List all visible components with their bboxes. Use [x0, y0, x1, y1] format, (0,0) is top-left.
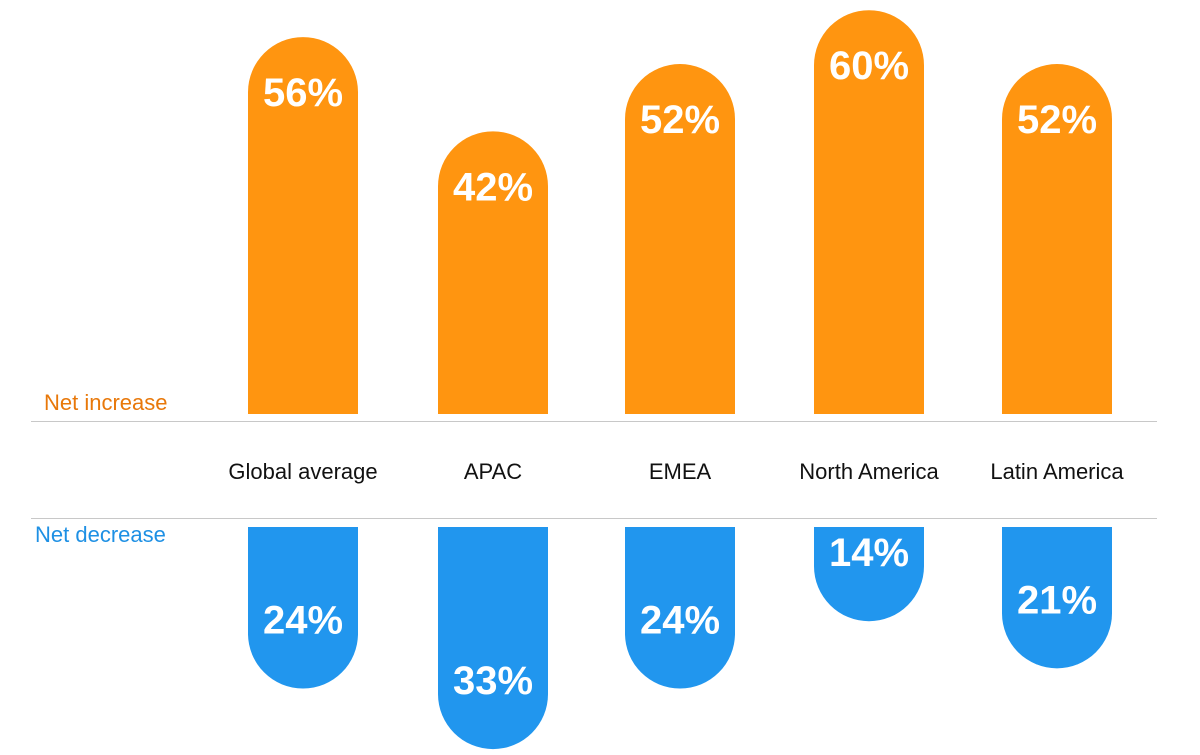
divider-top — [31, 421, 1157, 422]
category-label-3: North America — [799, 459, 939, 484]
bar-net-increase-3 — [814, 10, 924, 414]
bar-net-decrease-2 — [625, 527, 735, 689]
bar-net-increase-2 — [625, 64, 735, 414]
bar-net-increase-4 — [1002, 64, 1112, 414]
data-label-net-increase-0: 56% — [263, 71, 343, 115]
data-label-net-decrease-4: 21% — [1017, 578, 1097, 622]
data-label-net-increase-1: 42% — [453, 165, 533, 209]
category-label-4: Latin America — [990, 459, 1124, 484]
series-label-net-increase: Net increase — [44, 390, 168, 415]
divider-bottom — [31, 518, 1157, 519]
data-label-net-increase-2: 52% — [640, 98, 720, 142]
bar-net-decrease-4 — [1002, 527, 1112, 669]
category-label-1: APAC — [464, 459, 522, 484]
bar-net-decrease-3 — [814, 527, 924, 622]
data-label-net-decrease-0: 24% — [263, 599, 343, 643]
data-label-net-decrease-2: 24% — [640, 599, 720, 643]
bar-net-increase-1 — [438, 131, 548, 415]
data-label-net-increase-3: 60% — [829, 44, 909, 88]
bar-net-decrease-0 — [248, 527, 358, 689]
category-label-2: EMEA — [649, 459, 712, 484]
bar-net-increase-0 — [248, 37, 358, 415]
category-label-0: Global average — [228, 459, 377, 484]
data-label-net-decrease-3: 14% — [829, 531, 909, 575]
data-label-net-increase-4: 52% — [1017, 98, 1097, 142]
series-label-net-decrease: Net decrease — [35, 522, 166, 547]
bar-net-decrease-1 — [438, 527, 548, 750]
data-label-net-decrease-1: 33% — [453, 659, 533, 703]
